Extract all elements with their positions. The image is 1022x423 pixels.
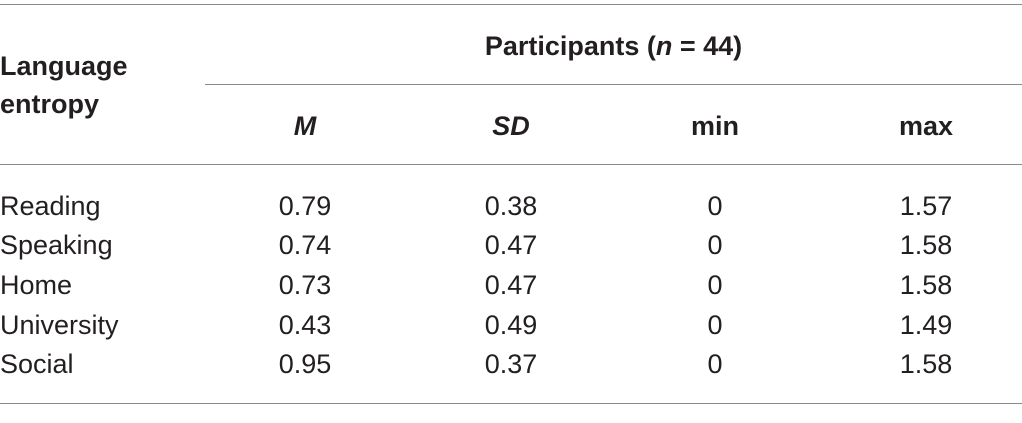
row-header-cell: Language entropy xyxy=(0,47,150,123)
cell-min: 0 xyxy=(707,230,723,260)
cell-sd: 0.47 xyxy=(484,230,538,260)
cell-sd: 0.38 xyxy=(484,191,538,221)
row-label: Reading xyxy=(0,191,101,221)
cell-max: 1.49 xyxy=(899,310,953,340)
row-label: Social xyxy=(0,349,74,379)
cell-max: 1.58 xyxy=(899,270,953,300)
cell-m: 0.79 xyxy=(278,191,332,221)
header-rule xyxy=(0,164,1022,165)
cell-max: 1.57 xyxy=(899,191,953,221)
column-header-min: min xyxy=(690,111,739,141)
row-label: Home xyxy=(0,270,73,300)
group-header-suffix: = 44) xyxy=(672,31,743,61)
cell-m: 0.73 xyxy=(278,270,332,300)
column-header-sd: SD xyxy=(492,111,530,141)
column-header-max: max xyxy=(898,111,954,141)
cell-sd: 0.37 xyxy=(484,349,538,379)
cell-min: 0 xyxy=(707,349,723,379)
cell-max: 1.58 xyxy=(899,349,953,379)
group-header: Participants (n = 44) xyxy=(205,29,1022,63)
row-label: Speaking xyxy=(0,230,113,260)
bottom-rule xyxy=(0,403,1022,404)
row-header-text: Language entropy xyxy=(0,51,128,119)
group-header-n: n xyxy=(655,31,673,61)
top-rule xyxy=(0,4,1022,5)
group-header-prefix: Participants ( xyxy=(484,31,656,61)
cell-m: 0.43 xyxy=(278,310,332,340)
cell-m: 0.95 xyxy=(278,349,332,379)
cell-min: 0 xyxy=(707,191,723,221)
cell-min: 0 xyxy=(707,270,723,300)
cell-sd: 0.47 xyxy=(484,270,538,300)
cell-max: 1.58 xyxy=(899,230,953,260)
row-label: University xyxy=(0,310,119,340)
column-header-m: M xyxy=(293,111,317,141)
cell-m: 0.74 xyxy=(278,230,332,260)
group-rule xyxy=(205,84,1022,85)
cell-min: 0 xyxy=(707,310,723,340)
cell-sd: 0.49 xyxy=(484,310,538,340)
